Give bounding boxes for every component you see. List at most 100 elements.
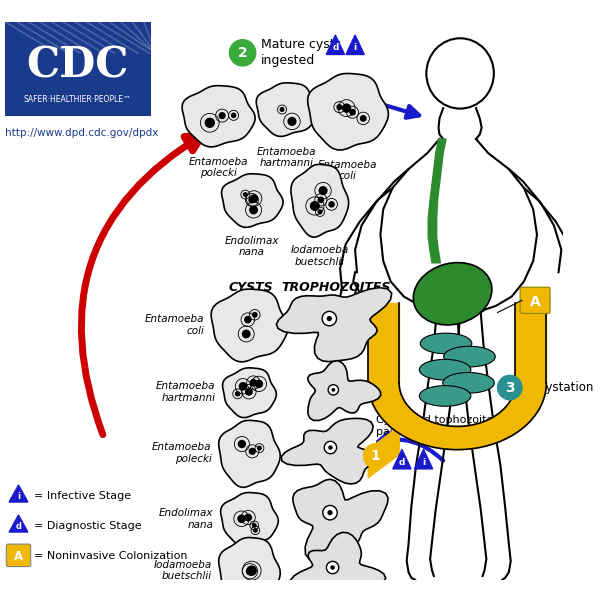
Text: SAFER·HEALTHIER·PEOPLE™: SAFER·HEALTHIER·PEOPLE™	[24, 95, 131, 104]
Circle shape	[229, 40, 256, 66]
Polygon shape	[346, 35, 364, 55]
FancyBboxPatch shape	[520, 287, 550, 313]
Circle shape	[328, 445, 332, 450]
Circle shape	[322, 311, 337, 326]
Ellipse shape	[413, 263, 492, 325]
Text: Endolimax
nana: Endolimax nana	[159, 508, 214, 530]
Circle shape	[245, 388, 253, 396]
FancyBboxPatch shape	[7, 544, 31, 566]
Text: i: i	[17, 492, 20, 501]
Text: Iodamoeba
buetschlii: Iodamoeba buetschlii	[154, 560, 212, 581]
Circle shape	[310, 201, 320, 211]
FancyBboxPatch shape	[5, 22, 151, 116]
Circle shape	[218, 112, 226, 119]
Text: A: A	[14, 550, 23, 563]
Circle shape	[249, 205, 258, 214]
Circle shape	[497, 376, 522, 400]
Text: Mature cysts
ingested: Mature cysts ingested	[262, 38, 341, 67]
Circle shape	[323, 505, 337, 520]
Circle shape	[235, 391, 241, 397]
Polygon shape	[308, 361, 380, 421]
Polygon shape	[308, 73, 388, 150]
Text: d: d	[16, 522, 22, 531]
Circle shape	[349, 109, 356, 116]
Polygon shape	[368, 427, 399, 478]
Polygon shape	[182, 86, 255, 147]
Text: CYSTS: CYSTS	[229, 281, 274, 293]
Circle shape	[250, 194, 259, 203]
Polygon shape	[368, 383, 547, 449]
Text: Entamoeba
hartmanni: Entamoeba hartmanni	[156, 382, 215, 403]
Circle shape	[317, 209, 323, 214]
Ellipse shape	[419, 359, 471, 380]
Circle shape	[244, 514, 252, 521]
Circle shape	[331, 565, 335, 570]
Circle shape	[248, 196, 256, 203]
Polygon shape	[428, 139, 446, 263]
Text: 3: 3	[505, 380, 515, 395]
Text: Endolimax
nana: Endolimax nana	[225, 236, 279, 257]
Polygon shape	[293, 479, 388, 560]
Circle shape	[252, 312, 258, 317]
Circle shape	[328, 201, 335, 208]
Circle shape	[287, 117, 296, 126]
Circle shape	[254, 380, 263, 388]
Text: CDC: CDC	[26, 45, 129, 87]
Circle shape	[242, 329, 251, 338]
Polygon shape	[211, 289, 288, 362]
Text: i: i	[353, 43, 356, 52]
Circle shape	[324, 442, 337, 454]
Polygon shape	[9, 485, 28, 502]
Text: i: i	[422, 458, 425, 467]
Polygon shape	[393, 449, 411, 469]
Circle shape	[250, 379, 257, 386]
Polygon shape	[218, 538, 280, 600]
Text: 1: 1	[371, 449, 380, 463]
Circle shape	[257, 446, 262, 451]
Text: Entamoeba
hartmanni: Entamoeba hartmanni	[257, 146, 316, 168]
Polygon shape	[281, 418, 378, 484]
Polygon shape	[515, 303, 547, 383]
Polygon shape	[218, 421, 280, 487]
Ellipse shape	[443, 346, 495, 367]
Text: Entamoeba
polecki: Entamoeba polecki	[188, 157, 248, 178]
Circle shape	[237, 514, 246, 523]
Text: Entamoeba
coli: Entamoeba coli	[318, 160, 377, 181]
Circle shape	[342, 103, 351, 113]
Circle shape	[328, 510, 332, 515]
Circle shape	[326, 316, 332, 321]
Text: = Infective Stage: = Infective Stage	[34, 491, 131, 501]
Circle shape	[337, 104, 343, 110]
Circle shape	[326, 562, 339, 574]
Circle shape	[317, 196, 324, 203]
Ellipse shape	[420, 333, 472, 354]
Text: d: d	[399, 458, 405, 467]
Polygon shape	[290, 532, 386, 600]
Text: = Diagnostic Stage: = Diagnostic Stage	[34, 521, 142, 531]
Circle shape	[331, 388, 335, 392]
Text: d: d	[332, 43, 338, 52]
Circle shape	[328, 385, 338, 395]
Text: Cysts and tophozoites
passed in feces: Cysts and tophozoites passed in feces	[376, 415, 499, 437]
Circle shape	[319, 186, 328, 195]
Polygon shape	[221, 174, 283, 227]
Circle shape	[364, 444, 388, 468]
Circle shape	[246, 567, 254, 575]
Circle shape	[244, 316, 251, 323]
Text: TROPHOZOITES: TROPHOZOITES	[281, 281, 391, 293]
Polygon shape	[9, 515, 28, 532]
Text: A: A	[530, 295, 541, 309]
Ellipse shape	[419, 386, 471, 406]
Polygon shape	[368, 303, 399, 383]
Circle shape	[247, 565, 257, 576]
Text: Iodamoeba
buetschlii: Iodamoeba buetschlii	[290, 245, 349, 266]
Text: Excystation: Excystation	[526, 381, 594, 394]
Circle shape	[231, 113, 236, 118]
Circle shape	[205, 118, 215, 128]
Polygon shape	[221, 493, 278, 546]
Text: Entamoeba
polecki: Entamoeba polecki	[152, 442, 212, 464]
Circle shape	[252, 523, 257, 528]
Circle shape	[280, 107, 284, 112]
Text: 2: 2	[238, 46, 247, 60]
Circle shape	[239, 382, 247, 391]
